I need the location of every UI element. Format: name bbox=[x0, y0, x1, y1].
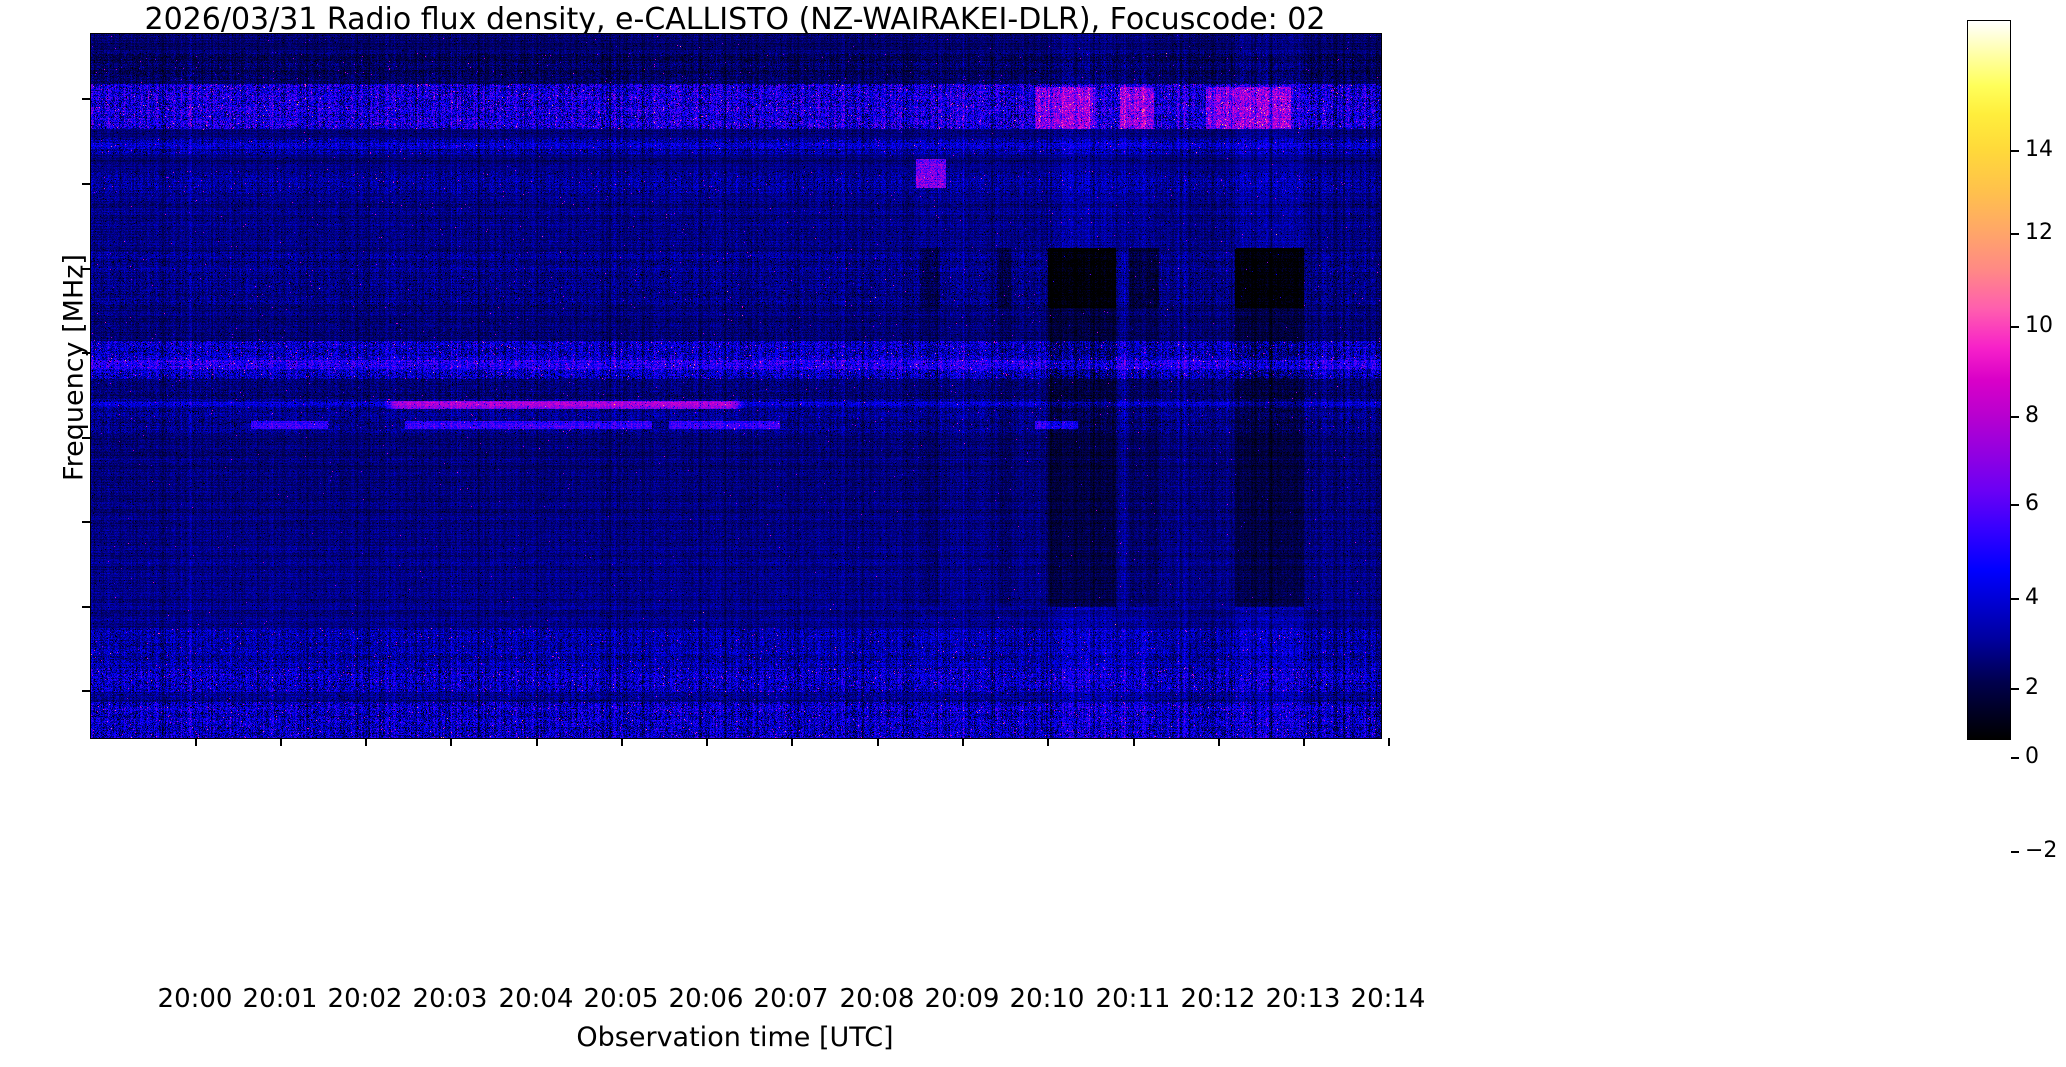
x-tick-mark bbox=[280, 738, 282, 746]
y-tick-mark bbox=[82, 606, 90, 608]
colorbar-tick-label: 14 bbox=[2025, 137, 2053, 162]
x-tick-label: 20:10 bbox=[1009, 984, 1085, 1014]
x-axis-label: Observation time [UTC] bbox=[576, 1022, 894, 1053]
x-tick-label: 20:14 bbox=[1350, 984, 1426, 1014]
x-tick-label: 20:03 bbox=[412, 984, 488, 1014]
x-tick-mark bbox=[365, 738, 367, 746]
colorbar[interactable] bbox=[1967, 20, 2011, 740]
colorbar-tick-label: 12 bbox=[2025, 220, 2053, 245]
y-tick-mark bbox=[82, 98, 90, 100]
y-tick-mark bbox=[82, 183, 90, 185]
y-tick-mark bbox=[82, 690, 90, 692]
colorbar-tick-label: −2 bbox=[2025, 838, 2058, 863]
colorbar-gradient bbox=[1967, 20, 2011, 740]
x-tick-mark bbox=[536, 738, 538, 746]
x-tick-label: 20:07 bbox=[753, 984, 829, 1014]
x-tick-mark bbox=[1388, 738, 1390, 746]
x-tick-mark bbox=[621, 738, 623, 746]
x-tick-mark bbox=[450, 738, 452, 746]
x-tick-label: 20:05 bbox=[583, 984, 659, 1014]
colorbar-tick-mark bbox=[2011, 757, 2019, 759]
colorbar-tick-mark bbox=[2011, 851, 2019, 853]
colorbar-tick-label: 0 bbox=[2025, 744, 2039, 769]
x-tick-mark bbox=[1303, 738, 1305, 746]
y-tick-mark bbox=[82, 437, 90, 439]
colorbar-tick-label: 6 bbox=[2025, 491, 2039, 516]
y-tick-mark bbox=[82, 268, 90, 270]
colorbar-tick-mark bbox=[2011, 326, 2019, 328]
spectrogram-canvas bbox=[91, 34, 1381, 738]
x-tick-label: 20:09 bbox=[924, 984, 1000, 1014]
x-tick-mark bbox=[706, 738, 708, 746]
colorbar-tick-label: 8 bbox=[2025, 403, 2039, 428]
x-tick-mark bbox=[1133, 738, 1135, 746]
x-tick-label: 20:01 bbox=[242, 984, 318, 1014]
colorbar-tick-mark bbox=[2011, 416, 2019, 418]
x-tick-label: 20:12 bbox=[1180, 984, 1256, 1014]
x-tick-mark bbox=[791, 738, 793, 746]
x-tick-label: 20:11 bbox=[1095, 984, 1171, 1014]
x-tick-label: 20:13 bbox=[1265, 984, 1341, 1014]
y-axis-label: Frequency [MHz] bbox=[58, 254, 90, 481]
colorbar-tick-label: 10 bbox=[2025, 313, 2053, 338]
x-tick-label: 20:02 bbox=[327, 984, 403, 1014]
colorbar-tick-mark bbox=[2011, 688, 2019, 690]
y-tick-mark bbox=[82, 352, 90, 354]
x-tick-label: 20:00 bbox=[157, 984, 233, 1014]
plot-area[interactable] bbox=[90, 33, 1382, 739]
x-tick-label: 20:04 bbox=[498, 984, 574, 1014]
colorbar-tick-mark bbox=[2011, 233, 2019, 235]
page-title: 2026/03/31 Radio flux density, e-CALLIST… bbox=[144, 2, 1326, 37]
x-tick-mark bbox=[962, 738, 964, 746]
colorbar-tick-mark bbox=[2011, 504, 2019, 506]
colorbar-tick-mark bbox=[2011, 150, 2019, 152]
colorbar-tick-mark bbox=[2011, 598, 2019, 600]
x-tick-mark bbox=[1047, 738, 1049, 746]
x-tick-mark bbox=[195, 738, 197, 746]
x-tick-label: 20:06 bbox=[668, 984, 744, 1014]
x-tick-mark bbox=[1218, 738, 1220, 746]
colorbar-tick-label: 4 bbox=[2025, 585, 2039, 610]
colorbar-tick-label: 2 bbox=[2025, 675, 2039, 700]
x-tick-label: 20:08 bbox=[839, 984, 915, 1014]
spectrogram-image bbox=[91, 34, 1381, 738]
x-tick-mark bbox=[877, 738, 879, 746]
y-tick-mark bbox=[82, 521, 90, 523]
